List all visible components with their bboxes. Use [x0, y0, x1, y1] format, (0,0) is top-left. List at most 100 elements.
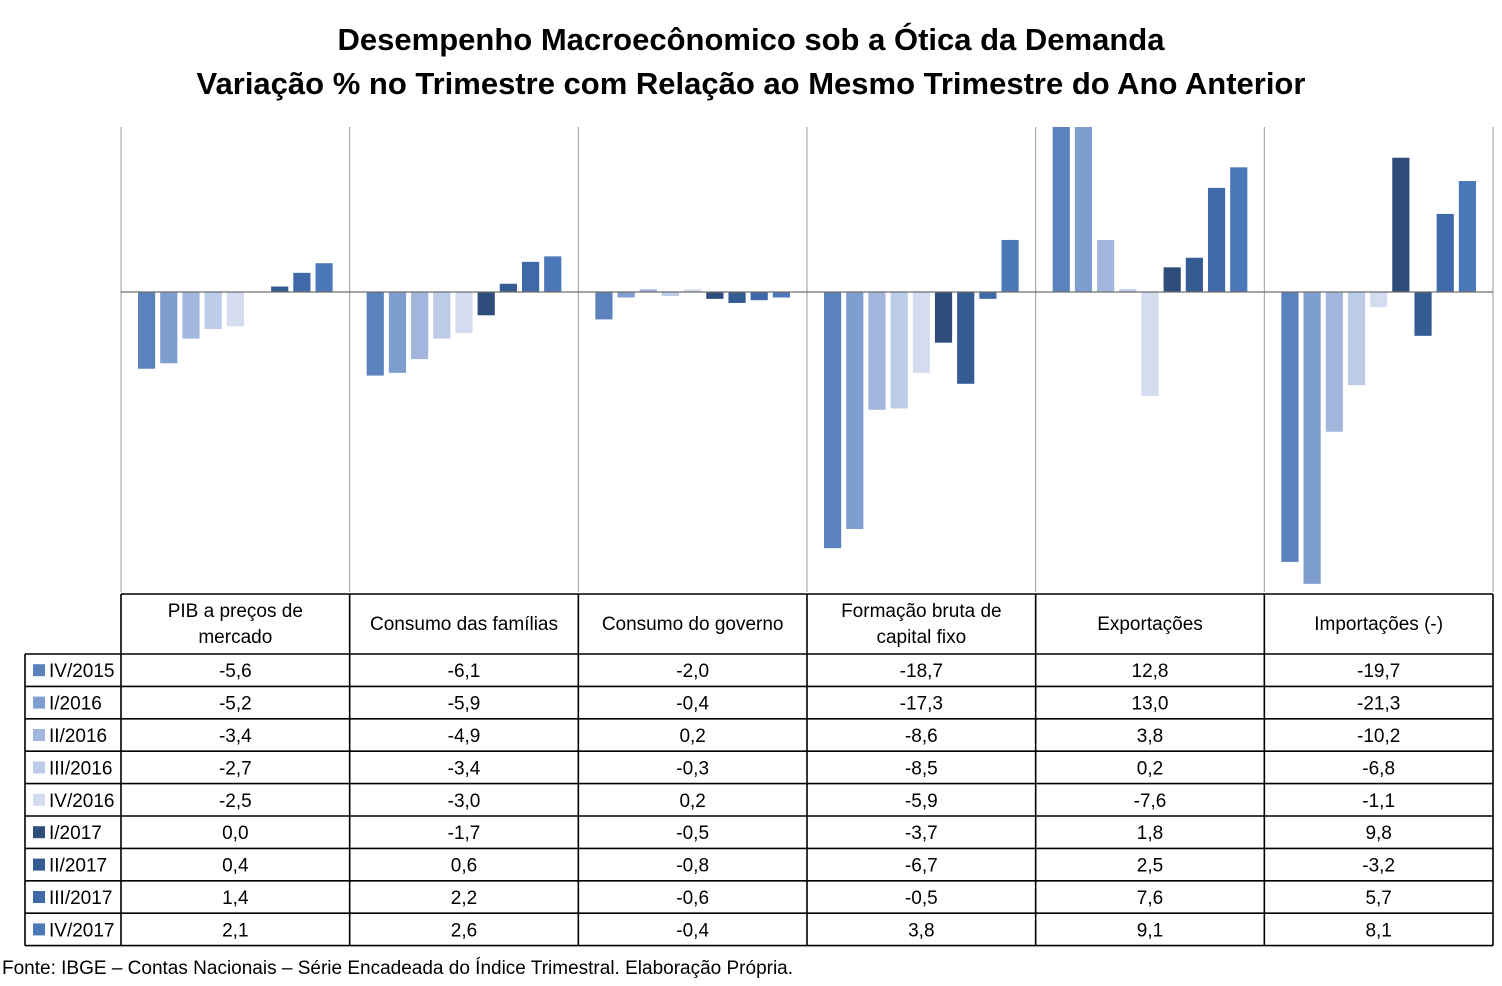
category-label: capital fixo [876, 627, 966, 648]
category-label: Consumo do governo [602, 614, 784, 635]
data-label: 9,8 [1365, 823, 1391, 844]
bar [979, 292, 997, 299]
bar [934, 292, 953, 343]
series-label: I/2017 [49, 823, 102, 844]
data-label: -5,9 [448, 694, 481, 715]
data-label: 1,4 [222, 888, 249, 909]
series-label: IV/2015 [49, 661, 115, 682]
data-label: 2,6 [451, 920, 477, 941]
category-label: mercado [198, 627, 272, 648]
data-label: 13,0 [1132, 694, 1169, 715]
data-label: -17,3 [900, 694, 943, 715]
bar [1119, 289, 1137, 292]
legend-key [33, 858, 45, 871]
bar [728, 292, 746, 303]
data-label: 5,7 [1365, 888, 1391, 909]
bar [204, 292, 222, 329]
bar [617, 292, 635, 298]
data-label: -1,7 [448, 823, 481, 844]
category-label: PIB a preços de [168, 601, 303, 622]
data-label: -10,2 [1357, 726, 1400, 747]
data-label: 1,8 [1137, 823, 1163, 844]
data-label: -0,4 [676, 920, 709, 941]
data-label: -6,7 [905, 856, 938, 877]
bar [1392, 157, 1410, 292]
bar [1207, 187, 1226, 292]
data-label: -8,5 [905, 758, 938, 779]
bar [138, 292, 156, 369]
data-label: -5,9 [905, 791, 938, 812]
data-label: 3,8 [908, 920, 934, 941]
bar [912, 292, 930, 373]
data-label: -3,7 [905, 823, 938, 844]
bar [1458, 181, 1476, 292]
bar [639, 289, 657, 292]
bar [293, 272, 311, 292]
data-label: -5,6 [219, 661, 252, 682]
bar [544, 256, 562, 292]
data-label: 0,2 [679, 791, 705, 812]
bar [1230, 167, 1248, 292]
series-label: II/2017 [49, 856, 107, 877]
bar [433, 292, 451, 339]
bar [1303, 292, 1321, 584]
data-label: -3,4 [448, 758, 481, 779]
bar [706, 292, 724, 299]
legend-key [33, 793, 45, 806]
data-label: 0,6 [451, 856, 477, 877]
data-label: -0,6 [676, 888, 709, 909]
bar [1141, 292, 1159, 397]
bar [1052, 127, 1070, 292]
category-label: Exportações [1097, 614, 1203, 635]
bar [1325, 292, 1343, 432]
data-label: -6,1 [448, 661, 481, 682]
data-label: -6,8 [1362, 758, 1395, 779]
bar [182, 292, 200, 339]
data-label: -18,7 [900, 661, 943, 682]
data-label: -1,1 [1362, 791, 1395, 812]
bar [1281, 292, 1299, 562]
series-label: II/2016 [49, 726, 107, 747]
data-label: 12,8 [1132, 661, 1169, 682]
data-label: 7,6 [1137, 888, 1163, 909]
data-label: -0,4 [676, 694, 709, 715]
bar [1347, 292, 1366, 386]
data-label: -5,2 [219, 694, 252, 715]
bar [271, 286, 289, 292]
data-label: 3,8 [1137, 726, 1163, 747]
bar [1074, 127, 1093, 292]
data-table: PIB a preços de mercado Consumo das famíli… [24, 593, 1494, 947]
data-label: -0,5 [676, 823, 709, 844]
bar [846, 292, 864, 530]
plot-area [120, 127, 1494, 592]
legend-key [33, 664, 45, 677]
bar [521, 261, 540, 292]
bar [661, 292, 680, 297]
bar [772, 292, 790, 298]
bar [315, 263, 333, 292]
data-label: 2,5 [1137, 856, 1163, 877]
series-label: IV/2017 [49, 920, 115, 941]
bar [750, 292, 768, 301]
series-label: I/2016 [49, 694, 102, 715]
bar [957, 292, 975, 384]
data-label: -3,2 [1362, 856, 1395, 877]
data-label: -19,7 [1357, 661, 1400, 682]
data-label: 0,2 [1137, 758, 1163, 779]
data-label: 0,0 [222, 823, 248, 844]
legend-key [33, 826, 45, 839]
chart-title: Desempenho Macroecônomico sob a Ótica da… [337, 22, 1165, 57]
legend-key [33, 729, 45, 741]
source-note: Fonte: IBGE – Contas Nacionais – Série E… [2, 958, 794, 979]
data-label: 2,2 [451, 888, 477, 909]
series-label: IV/2016 [49, 791, 115, 812]
data-label: -21,3 [1357, 694, 1400, 715]
legend-key [33, 696, 45, 709]
series-label: III/2016 [49, 758, 112, 779]
data-label: 0,2 [679, 726, 705, 747]
bar [684, 289, 702, 292]
data-label: 0,4 [222, 856, 249, 877]
bar [824, 292, 842, 549]
data-label: 9,1 [1137, 920, 1163, 941]
